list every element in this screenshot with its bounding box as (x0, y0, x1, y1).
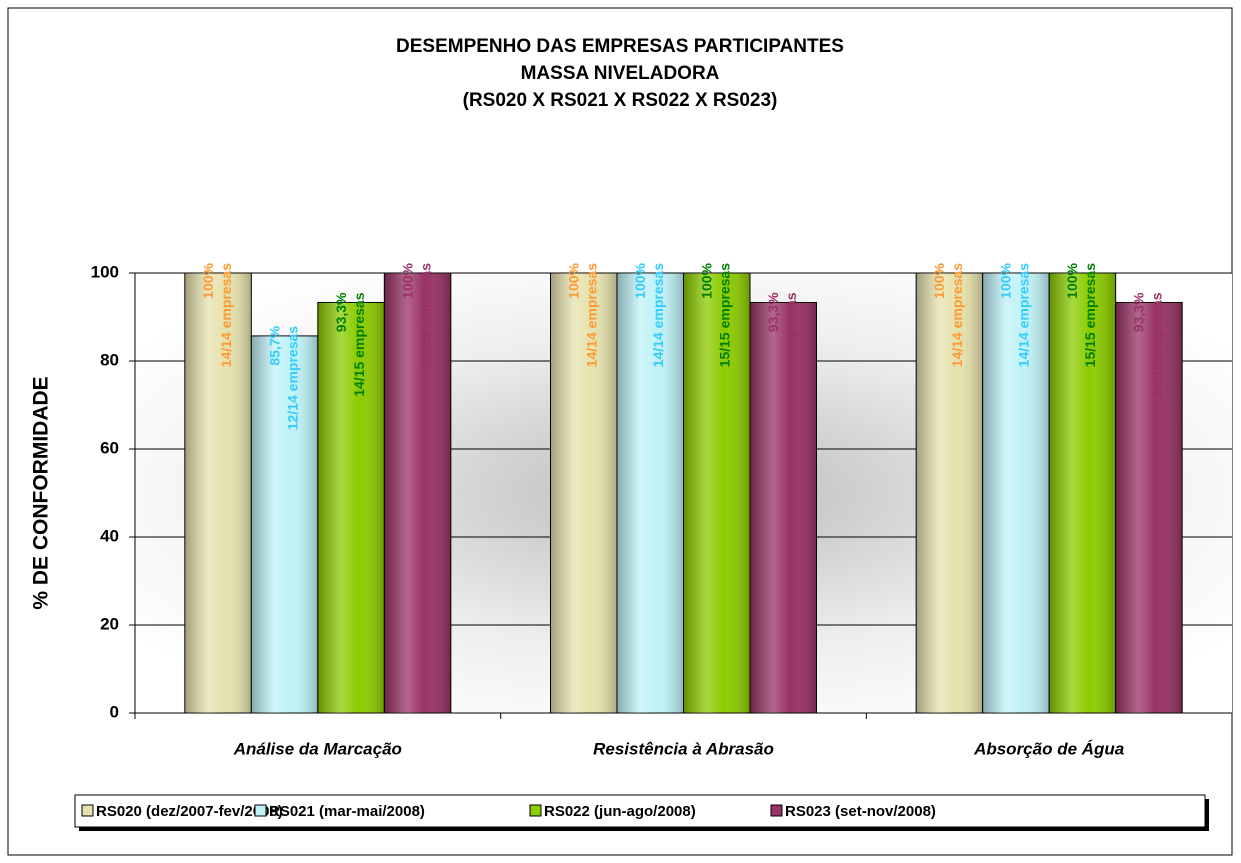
y-tick-label: 40 (100, 526, 119, 545)
value-label: 100% (931, 262, 947, 298)
legend-label: RS020 (dez/2007-fev/2008) (96, 803, 283, 820)
bar-shade (617, 273, 684, 713)
y-tick-label: 60 (100, 438, 119, 457)
bar-shade (982, 273, 1050, 713)
legend-swatch (770, 804, 783, 817)
value-label: 93,3% (1131, 292, 1147, 332)
count-label: 14/14 empresas (949, 263, 965, 368)
bar-shade (1115, 302, 1183, 713)
value-label: 93,3% (765, 292, 781, 332)
legend-swatch (81, 804, 94, 817)
count-label: 14/15 empresas (351, 292, 367, 397)
value-label: 100% (998, 262, 1014, 298)
y-tick-label: 80 (100, 350, 119, 369)
bar-shade (683, 273, 750, 713)
chart-title: (RS020 X RS021 X RS022 X RS023) (463, 90, 778, 111)
x-tick-label: Resistência à Abrasão (593, 739, 774, 758)
bar-shade (317, 302, 385, 713)
count-label: 15/15 empresas (417, 263, 433, 368)
bar-shade (1049, 273, 1116, 713)
x-tick-label: Análise da Marcação (233, 739, 402, 758)
y-axis-label: % DE CONFORMIDADE (30, 376, 53, 609)
value-label: 100% (565, 262, 581, 298)
chart-title: MASSA NIVELADORA (521, 63, 720, 84)
value-label: 93,3% (333, 292, 349, 332)
bar-shade (251, 335, 318, 713)
value-label: 100% (698, 262, 714, 298)
value-label: 85,7% (266, 325, 282, 365)
count-label: 15/15 empresas (716, 263, 732, 368)
count-label: 14/14 empresas (218, 263, 234, 368)
bar-shade (916, 273, 983, 713)
y-tick-label: 0 (110, 702, 119, 721)
count-label: 14/15 empresas (1149, 292, 1165, 397)
bar-shade (384, 273, 451, 713)
legend-label: RS022 (jun-ago/2008) (544, 803, 696, 820)
y-tick-label: 20 (100, 614, 119, 633)
value-label: 100% (399, 262, 415, 298)
x-tick-label: Absorção de Água (973, 739, 1124, 758)
bar-shade (750, 302, 817, 713)
value-label: 100% (632, 262, 648, 298)
count-label: 14/15 empresas (783, 292, 799, 397)
value-label: 100% (1064, 262, 1080, 298)
legend-label: RS021 (mar-mai/2008) (269, 803, 425, 820)
legend-label: RS023 (set-nov/2008) (785, 803, 936, 820)
count-label: 14/14 empresas (650, 263, 666, 368)
count-label: 12/14 empresas (284, 326, 300, 431)
value-label: 100% (200, 262, 216, 298)
y-tick-label: 100 (91, 262, 119, 281)
chart-title: DESEMPENHO DAS EMPRESAS PARTICIPANTES (396, 36, 844, 57)
legend-swatch (254, 804, 267, 817)
bar-shade (550, 273, 617, 713)
count-label: 14/14 empresas (1016, 263, 1032, 368)
count-label: 14/14 empresas (583, 263, 599, 368)
legend-swatch (529, 804, 542, 817)
bar-shade (184, 273, 252, 713)
count-label: 15/15 empresas (1082, 263, 1098, 368)
legend (74, 794, 1206, 828)
